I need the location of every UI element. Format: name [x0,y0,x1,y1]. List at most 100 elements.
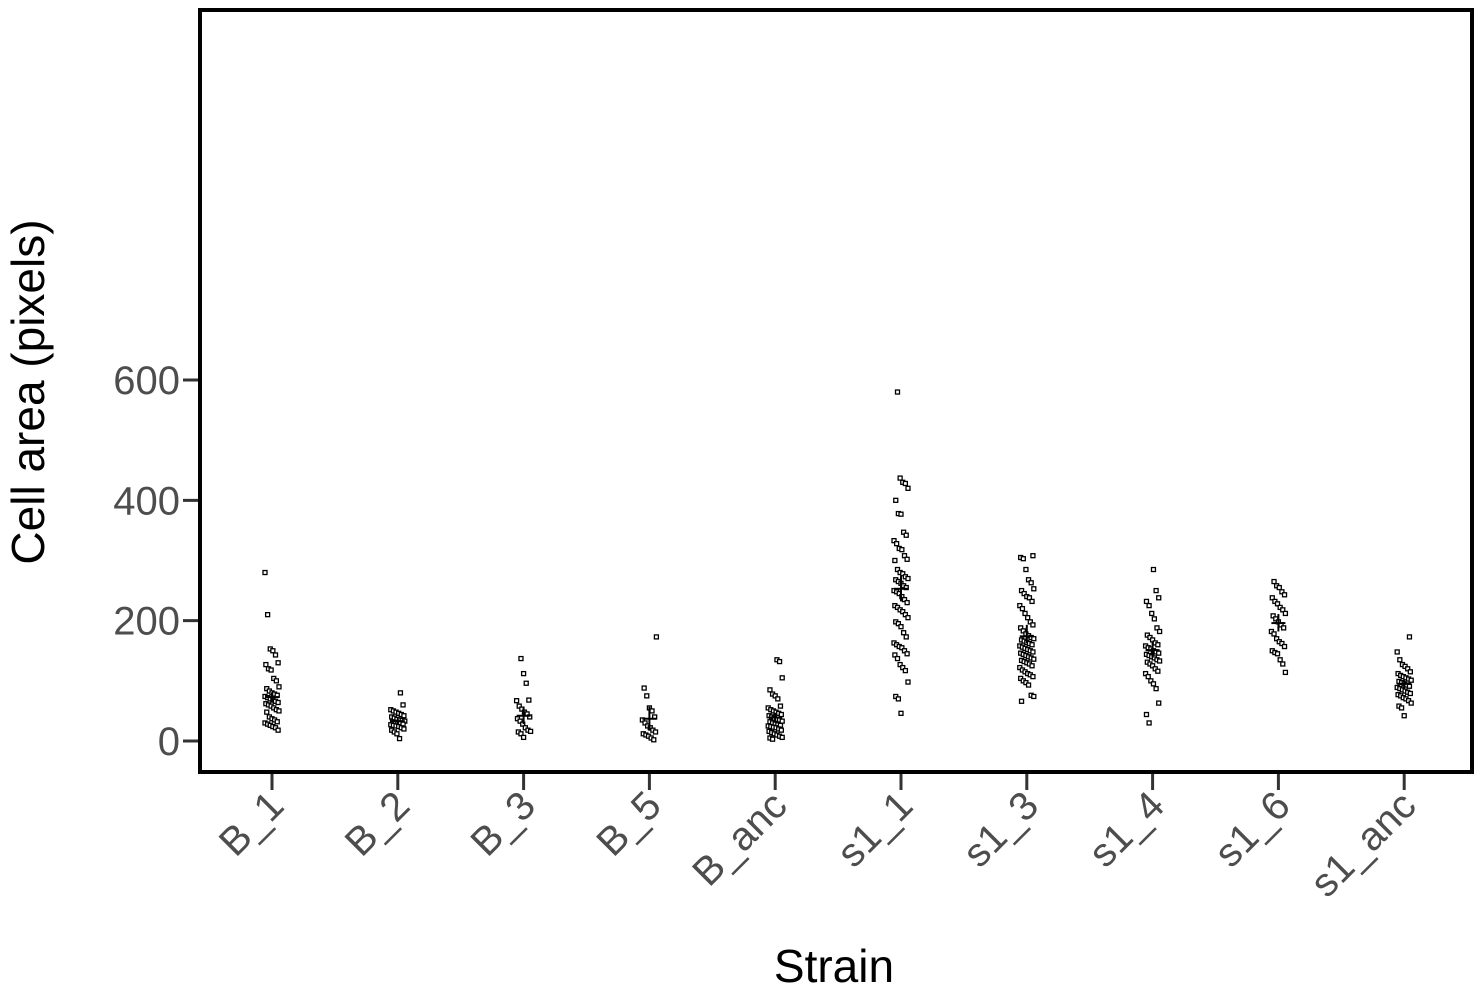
data-point [892,557,898,564]
data-point [649,708,655,714]
data-point [1407,669,1413,675]
x-tick-label: B_3 [463,783,544,864]
data-point [895,696,902,702]
data-point [769,736,776,742]
data-points [262,389,1414,743]
data-point [898,710,904,716]
data-point [1143,711,1150,718]
data-point [1029,642,1035,648]
data-point [775,696,781,702]
data-point [1401,713,1407,719]
data-point [1394,649,1400,655]
data-point [905,679,911,685]
summary-markers [265,576,1412,731]
data-point [1022,610,1028,617]
data-point [777,703,784,709]
data-point [905,575,911,582]
data-point [401,726,407,732]
data-point [779,675,785,681]
data-point [1276,584,1282,591]
data-point [1280,661,1286,667]
data-point [905,485,911,491]
data-point [1030,553,1036,559]
data-point [1281,643,1288,650]
data-point [653,634,660,640]
y-axis-title: Cell area (pixels) [2,219,54,564]
data-point [778,711,784,718]
data-point [1156,628,1163,635]
data-point [264,612,271,618]
data-point [893,497,899,503]
data-point [652,729,659,735]
data-point [520,734,527,741]
data-point [275,660,281,666]
x-tick-label: B_anc [684,783,795,894]
data-point [276,708,282,714]
data-point [779,734,785,741]
data-point [1143,598,1150,605]
data-point [1029,663,1035,669]
data-point [1025,682,1032,688]
data-point [274,719,280,725]
data-point [644,693,650,699]
data-point [1397,657,1403,663]
y-tick-label: 200 [113,600,180,644]
data-point [1281,592,1288,598]
data-point [779,718,785,724]
data-point [526,697,532,703]
data-point [899,547,905,553]
data-point [1271,578,1277,585]
data-point [1028,580,1034,586]
x-tick-label: B_2 [337,783,418,864]
data-point [513,698,520,704]
x-tick-label: s1_6 [1206,783,1298,875]
data-point [276,684,282,690]
data-point [1030,673,1036,680]
data-point [1149,610,1155,617]
data-point [894,655,901,662]
data-point [520,670,527,677]
data-point [523,680,529,686]
x-axis: B_1 B_2 B_3 B_5 B_anc s1_1 s1_3 s1_4 s1_6 s1_anc [211,772,1425,906]
data-point [1282,610,1289,617]
x-tick-label: s1_3 [955,783,1047,875]
data-point [1281,625,1287,631]
data-point [1274,651,1281,657]
data-point [273,678,280,684]
data-point [902,667,909,674]
data-point [1150,681,1157,687]
data-point [1153,686,1159,692]
data-point [1030,649,1036,655]
data-point [898,511,904,517]
data-point [1031,693,1037,700]
data-point [904,599,910,606]
data-point [1155,668,1161,674]
data-point [893,541,900,547]
data-point [1156,658,1163,664]
data-point [1150,566,1157,573]
x-tick-label: s1_4 [1081,783,1173,875]
data-point [1145,673,1151,680]
data-point [1020,556,1026,562]
data-point [1156,700,1162,706]
data-point [651,737,657,743]
data-point [1023,566,1029,573]
x-tick-label: B_1 [211,783,292,864]
data-point [1153,587,1159,594]
data-point [275,699,281,706]
data-point [903,634,909,640]
data-point [894,389,901,395]
data-point [1156,595,1162,601]
data-point [767,687,773,693]
data-point [900,630,907,636]
data-point [268,667,274,673]
data-point [1282,669,1289,676]
data-point [518,655,524,662]
data-point [262,569,268,576]
data-point [1151,616,1157,622]
x-tick-label: s1_1 [829,783,921,875]
data-point [1277,657,1283,663]
data-point [1029,598,1035,605]
data-point [1407,690,1413,697]
